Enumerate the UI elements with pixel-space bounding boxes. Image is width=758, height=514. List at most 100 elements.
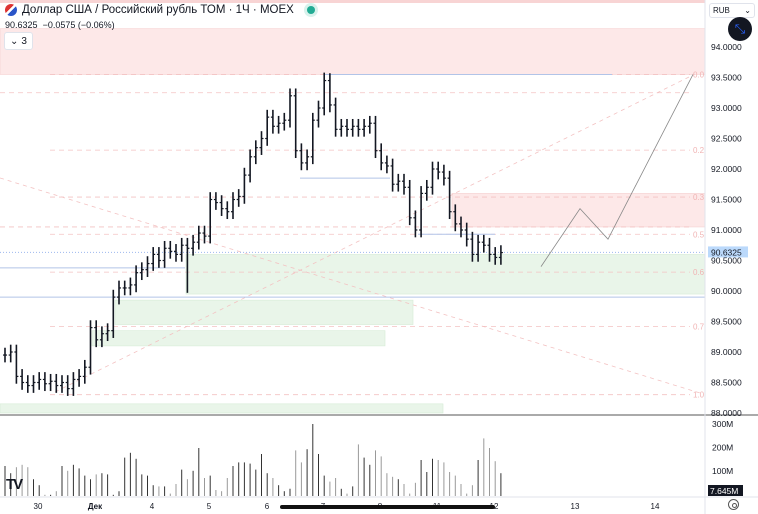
price-bar — [253, 140, 258, 165]
price-bar — [25, 375, 30, 393]
current-price-badge — [708, 246, 748, 258]
demand-zone — [185, 254, 706, 295]
price-bar — [111, 289, 116, 338]
time-scrollbar[interactable] — [280, 505, 495, 509]
settings-icon[interactable] — [728, 499, 739, 510]
price-bar — [145, 256, 150, 277]
fib-level-label: 0.7 — [693, 322, 705, 331]
price-bar — [88, 320, 93, 375]
price-bar — [60, 375, 64, 393]
price-bar — [42, 372, 47, 392]
price-bar — [350, 118, 355, 137]
price-bar — [162, 240, 167, 268]
price-bar — [327, 73, 332, 113]
currency-label: RUB — [713, 6, 730, 15]
price-bar — [270, 109, 275, 134]
price-tick-label: 90.0000 — [711, 286, 742, 296]
price-tick-label: 93.5000 — [711, 73, 742, 83]
chevron-down-icon: ⌄ — [10, 35, 19, 47]
symbol-header[interactable]: Доллар США / Российский рубль ТОМ · 1Ч ·… — [5, 4, 315, 16]
price-tick-label: 88.0000 — [711, 408, 742, 418]
time-tick-label: 13 — [571, 502, 580, 511]
fib-level-label: 0.3 — [693, 193, 705, 202]
price-bar — [470, 231, 475, 262]
price-bar — [139, 262, 144, 281]
price-bar — [282, 112, 287, 131]
volume-tick-label: 100M — [712, 466, 733, 476]
price-bar — [322, 72, 327, 116]
price-bar — [305, 149, 310, 171]
price-bar — [191, 234, 196, 256]
trend-line-falling — [0, 177, 701, 394]
price-bar — [185, 237, 190, 293]
price-bar — [77, 369, 82, 387]
price-bar — [265, 109, 270, 146]
price-bar — [208, 192, 213, 244]
top-strip — [0, 0, 705, 3]
price-bar — [419, 186, 424, 238]
trend-line-rising — [54, 73, 696, 393]
last-price: 90.6325 — [5, 20, 38, 30]
fib-level-label: 0.6 — [693, 268, 705, 277]
indicators-toggle-button[interactable]: ⌄ 3 — [4, 32, 33, 50]
last-volume-label: 7.645M — [710, 486, 738, 496]
price-bar — [339, 118, 344, 137]
price-bar — [65, 375, 70, 396]
time-tick-label: 30 — [34, 502, 43, 511]
time-tick-label: 5 — [207, 502, 212, 511]
fib-level-label: 0.5 — [693, 230, 705, 239]
fib-level-label: 1.0 — [693, 391, 705, 400]
price-bar — [94, 320, 99, 348]
price-bar — [345, 118, 349, 137]
price-bar — [299, 143, 304, 171]
price-bar — [481, 234, 486, 253]
price-tick-label: 93.0000 — [711, 103, 742, 113]
last-volume-badge — [708, 485, 743, 496]
price-bar — [424, 179, 429, 201]
supply-zone — [0, 28, 706, 75]
price-bar — [464, 222, 469, 247]
price-bar — [8, 344, 13, 363]
time-tick-label: Дек — [88, 502, 103, 511]
price-bar — [476, 234, 481, 262]
symbol-title[interactable]: Доллар США / Российский рубль ТОМ · 1Ч ·… — [22, 4, 294, 16]
collapse-arrows-icon: ⤡ — [734, 21, 746, 36]
price-bar — [356, 118, 361, 137]
demand-zone — [91, 330, 386, 347]
price-bar — [379, 143, 384, 171]
price-bar — [202, 225, 207, 244]
price-bar — [259, 131, 264, 155]
price-bar — [168, 240, 173, 259]
price-bar — [493, 247, 498, 265]
price-bar — [430, 161, 435, 195]
price-tick-label: 89.0000 — [711, 347, 742, 357]
auto-fit-button[interactable]: ⤡ — [728, 17, 752, 41]
price-bar — [117, 280, 121, 305]
price-tick-label: 91.5000 — [711, 195, 742, 205]
price-bar — [293, 88, 298, 159]
price-bar — [134, 265, 139, 293]
indicators-count: 3 — [21, 35, 27, 47]
price-bar — [99, 326, 104, 348]
time-tick-label: 4 — [150, 502, 155, 511]
price-bar — [248, 149, 253, 183]
price-bar — [231, 192, 235, 220]
price-tick-label: 90.5000 — [711, 256, 742, 266]
price-bar — [407, 179, 412, 226]
quote-line: 90.6325 −0.0575 (−0.06%) — [5, 20, 115, 30]
demand-zone — [114, 299, 414, 325]
tradingview-logo[interactable]: TV — [6, 476, 23, 493]
price-bar — [459, 216, 463, 238]
price-bar — [288, 88, 292, 128]
price-bar — [384, 155, 389, 174]
volume-tick-label: 300M — [712, 419, 733, 429]
price-bar — [37, 372, 42, 390]
price-bar — [54, 373, 59, 393]
chevron-down-icon: ⌄ — [744, 6, 751, 15]
price-bar — [128, 277, 133, 296]
currency-select[interactable]: RUB ⌄ — [709, 3, 755, 18]
price-bar — [14, 344, 19, 384]
price-bar — [413, 210, 418, 238]
usd-rub-flag-icon — [5, 4, 17, 16]
